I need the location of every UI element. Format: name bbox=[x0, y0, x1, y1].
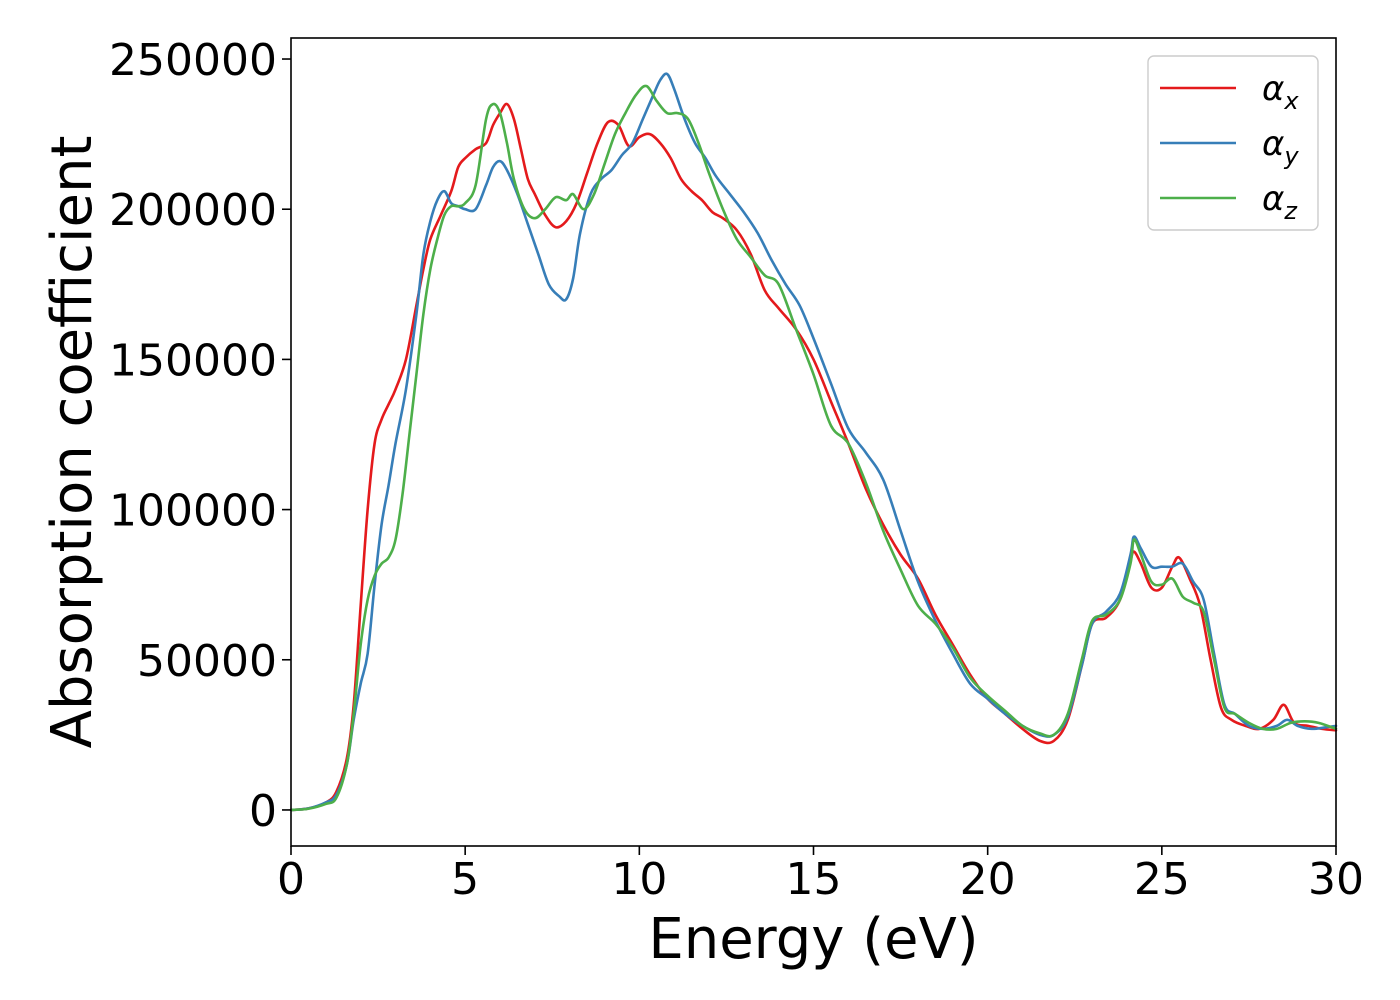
x-tick-label: 0 bbox=[277, 854, 305, 905]
y-tick-label: 50000 bbox=[137, 636, 277, 687]
x-tick-label: 10 bbox=[611, 854, 667, 905]
series-line-x bbox=[289, 102, 1338, 812]
y-tick-label: 250000 bbox=[109, 35, 277, 86]
series-lines bbox=[289, 72, 1338, 812]
x-tick-label: 30 bbox=[1308, 854, 1364, 905]
x-tick-label: 20 bbox=[960, 854, 1016, 905]
y-axis-ticks: 0 50000 100000 150000 200000 250000 bbox=[109, 35, 291, 837]
legend-subscript: z bbox=[1283, 197, 1298, 225]
x-tick-label: 25 bbox=[1134, 854, 1190, 905]
y-axis-label: Absorption coefficient bbox=[40, 136, 105, 749]
y-tick-label: 150000 bbox=[109, 335, 277, 386]
series-line-y bbox=[289, 72, 1338, 812]
legend-subscript: x bbox=[1283, 87, 1299, 115]
legend-label-x: αx bbox=[1262, 69, 1299, 115]
legend-label-z: αz bbox=[1262, 179, 1298, 225]
y-tick-label: 200000 bbox=[109, 185, 277, 236]
series-line-z bbox=[289, 84, 1338, 812]
legend-symbol: α bbox=[1262, 179, 1284, 219]
y-tick-label: 100000 bbox=[109, 486, 277, 537]
legend-symbol: α bbox=[1262, 69, 1284, 109]
legend-label-y: αy bbox=[1262, 124, 1299, 170]
y-tick-label: 0 bbox=[249, 786, 277, 837]
legend-subscript: y bbox=[1283, 142, 1299, 170]
x-axis-ticks: 0 5 10 15 20 25 30 bbox=[277, 846, 1364, 905]
legend-symbol: α bbox=[1262, 124, 1284, 164]
x-tick-label: 15 bbox=[786, 854, 842, 905]
x-tick-label: 5 bbox=[451, 854, 479, 905]
x-axis-label: Energy (eV) bbox=[648, 907, 978, 972]
